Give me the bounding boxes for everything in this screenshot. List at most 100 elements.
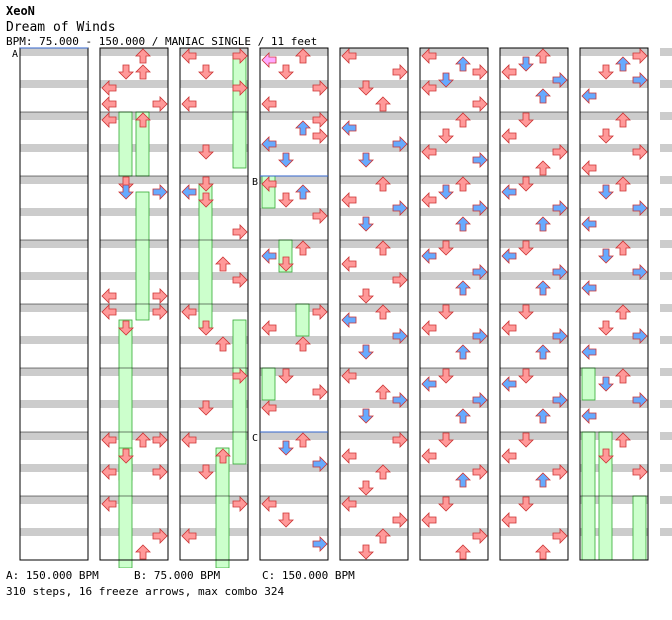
step-chart: A B C (12, 47, 672, 568)
beat-stripe (420, 272, 488, 280)
beat-stripe (340, 368, 408, 376)
step-arrow (455, 216, 471, 232)
step-arrow (198, 144, 214, 160)
step-arrow (312, 456, 328, 472)
step-arrow (341, 192, 357, 208)
beat-stripe (340, 208, 408, 216)
step-arrow (232, 272, 248, 288)
step-arrow (392, 64, 408, 80)
freeze-arrow (118, 447, 133, 568)
step-arrow (552, 528, 568, 544)
beat-stripe (180, 496, 248, 504)
step-arrow (598, 64, 614, 80)
step-arrow (455, 56, 471, 72)
step-arrow (181, 184, 197, 200)
beat-stripe (660, 112, 672, 120)
beat-stripe (340, 272, 408, 280)
beat-stripe (20, 176, 88, 184)
beat-stripe (500, 496, 568, 504)
step-arrow (261, 320, 277, 336)
step-arrow (615, 240, 631, 256)
step-arrow (598, 376, 614, 392)
beat-stripe (500, 176, 568, 184)
beat-stripe (180, 304, 248, 312)
beat-stripe (420, 336, 488, 344)
beat-stripe (180, 400, 248, 408)
beat-stripe (500, 432, 568, 440)
freeze-arrow (632, 495, 647, 561)
step-arrow (535, 88, 551, 104)
beat-stripe (340, 496, 408, 504)
beat-stripe (500, 144, 568, 152)
step-arrow (135, 544, 151, 560)
column-border (419, 47, 489, 561)
step-arrow (501, 64, 517, 80)
step-arrow (581, 216, 597, 232)
step-arrow (472, 64, 488, 80)
beat-stripe (420, 400, 488, 408)
step-arrow (118, 64, 134, 80)
beat-stripe (580, 80, 648, 88)
beat-stripe (260, 400, 328, 408)
step-arrow (392, 200, 408, 216)
step-arrow (438, 496, 454, 512)
step-arrow (518, 496, 534, 512)
step-arrow (341, 48, 357, 64)
beat-stripe (660, 464, 672, 472)
beat-stripe (500, 208, 568, 216)
beat-stripe (260, 304, 328, 312)
chart-stripes (20, 48, 672, 536)
step-arrow (552, 200, 568, 216)
step-arrow (438, 128, 454, 144)
beat-stripe (20, 400, 88, 408)
step-arrow (535, 544, 551, 560)
step-arrow (455, 472, 471, 488)
step-arrow (232, 368, 248, 384)
step-arrow (392, 392, 408, 408)
step-arrow (375, 240, 391, 256)
beat-stripe (660, 528, 672, 536)
step-arrow (358, 344, 374, 360)
freeze-arrow (232, 319, 247, 465)
beat-stripe (420, 80, 488, 88)
step-arrow (358, 216, 374, 232)
beat-stripe (20, 80, 88, 88)
step-arrow (295, 184, 311, 200)
step-arrow (181, 96, 197, 112)
step-arrow (438, 304, 454, 320)
beat-stripe (660, 304, 672, 312)
step-arrow (438, 184, 454, 200)
step-arrow (501, 448, 517, 464)
beat-stripe (180, 336, 248, 344)
beat-stripe (500, 112, 568, 120)
beat-stripe (580, 304, 648, 312)
beat-stripe (660, 208, 672, 216)
step-arrow (278, 512, 294, 528)
step-arrow (341, 496, 357, 512)
step-arrow (598, 248, 614, 264)
beat-stripe (100, 48, 168, 56)
step-arrow (455, 544, 471, 560)
step-arrow (312, 128, 328, 144)
column-border (499, 47, 569, 561)
beat-stripe (580, 464, 648, 472)
step-arrow (295, 336, 311, 352)
column-borders (19, 47, 649, 561)
step-arrow (135, 64, 151, 80)
step-arrow (632, 464, 648, 480)
step-arrow (101, 304, 117, 320)
step-arrow (421, 248, 437, 264)
beat-stripe (180, 272, 248, 280)
step-arrow (632, 392, 648, 408)
beat-stripe (340, 112, 408, 120)
step-arrow (341, 368, 357, 384)
beat-stripe (420, 464, 488, 472)
column-border (179, 47, 249, 561)
step-arrow (101, 496, 117, 512)
beat-stripe (100, 272, 168, 280)
step-arrow (101, 96, 117, 112)
step-arrow (501, 512, 517, 528)
beat-stripe (340, 528, 408, 536)
step-arrow (581, 88, 597, 104)
step-arrow (421, 48, 437, 64)
